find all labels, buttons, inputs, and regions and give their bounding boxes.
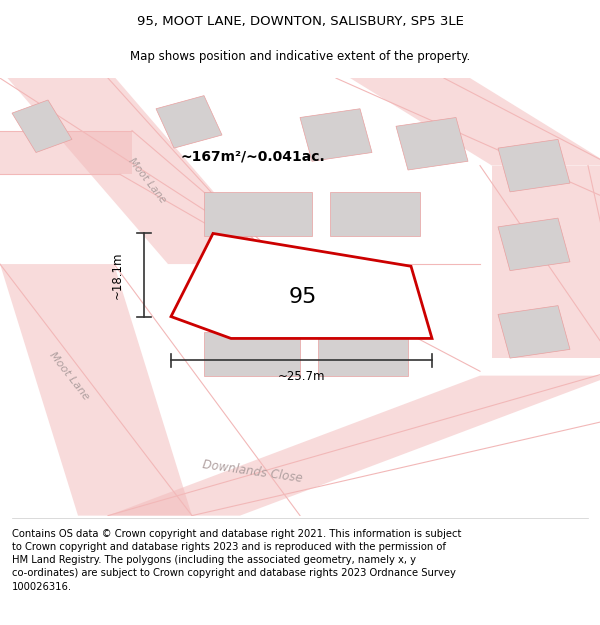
Polygon shape [204,332,300,376]
Polygon shape [171,233,432,339]
Text: ~167m²/~0.041ac.: ~167m²/~0.041ac. [180,150,325,164]
Polygon shape [492,166,600,358]
Polygon shape [336,69,600,166]
Polygon shape [318,332,408,376]
Text: ~18.1m: ~18.1m [110,251,124,299]
Text: Moot Lane: Moot Lane [47,350,91,401]
Polygon shape [0,264,192,516]
Polygon shape [498,139,570,192]
Text: Map shows position and indicative extent of the property.: Map shows position and indicative extent… [130,50,470,62]
Polygon shape [300,109,372,161]
Text: 95, MOOT LANE, DOWNTON, SALISBURY, SP5 3LE: 95, MOOT LANE, DOWNTON, SALISBURY, SP5 3… [137,16,463,28]
Polygon shape [204,192,312,236]
Polygon shape [498,306,570,358]
Polygon shape [396,118,468,170]
Text: Downlands Close: Downlands Close [201,458,303,486]
Polygon shape [156,96,222,148]
Polygon shape [0,131,132,174]
Text: Contains OS data © Crown copyright and database right 2021. This information is : Contains OS data © Crown copyright and d… [12,529,461,591]
Polygon shape [330,192,420,236]
Polygon shape [12,100,72,152]
Text: 95: 95 [289,286,317,306]
Polygon shape [108,376,600,516]
Polygon shape [498,218,570,271]
Text: Moot Lane: Moot Lane [127,156,167,206]
Polygon shape [0,69,276,264]
Text: ~25.7m: ~25.7m [278,371,325,383]
